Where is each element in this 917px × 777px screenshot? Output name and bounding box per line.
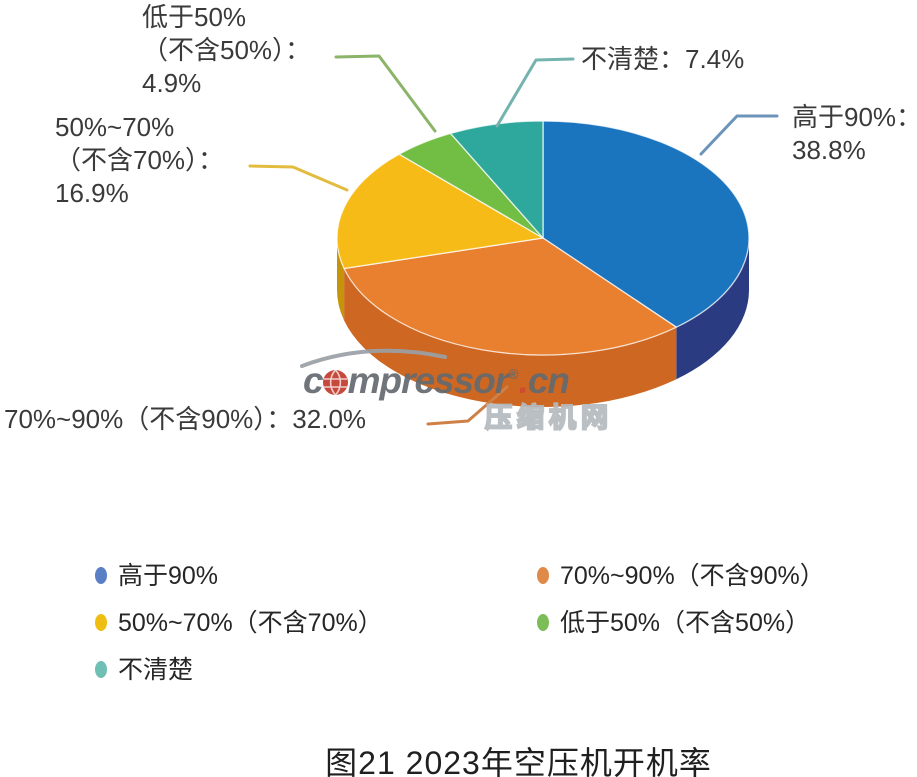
pie-slice-0 xyxy=(542,120,750,328)
pie-side-0 xyxy=(676,238,749,380)
callout-line: 4.9% xyxy=(142,68,202,98)
pie-slice-1 xyxy=(343,237,677,356)
pie-slice-4 xyxy=(449,120,544,239)
callout-line: 高于90%： xyxy=(792,102,917,132)
legend-dot-icon xyxy=(537,567,549,584)
registered-mark-icon: ® xyxy=(508,366,519,382)
watermark-text-cn: cn xyxy=(527,360,570,401)
legend-label: 高于90% xyxy=(118,562,219,590)
callout-line: 低于50% xyxy=(142,2,247,32)
watermark-text-mpressor: mpressor xyxy=(347,360,510,401)
callout-line: 50%~70% xyxy=(55,112,175,142)
label-50to70-callout: 50%~70% （不含70%）： 16.9% xyxy=(55,111,224,210)
pie-side-2 xyxy=(336,238,345,321)
chart-title: 图21 2023年空压机开机率 xyxy=(325,745,712,777)
legend-label: 低于50%（不含50%） xyxy=(560,609,811,637)
label-70to90-callout: 70%~90%（不含90%）：32.0% xyxy=(4,403,366,436)
legend-item-1: 70%~90%（不含90%） xyxy=(537,563,825,590)
legend-dot-icon xyxy=(95,614,107,631)
legend-dot-icon xyxy=(537,614,549,631)
watermark-swoosh-arc xyxy=(300,348,447,368)
legend-dot-icon xyxy=(95,567,107,584)
callout-line: 70%~90%（不含90%）：32.0% xyxy=(4,404,367,434)
pie-chart-3d xyxy=(248,54,779,426)
globe-icon xyxy=(322,365,349,402)
pie-side-1 xyxy=(344,268,677,408)
callout-line: 38.8% xyxy=(792,135,866,165)
legend-dot-icon xyxy=(95,661,107,678)
legend-label: 不清楚 xyxy=(118,656,194,684)
legend-item-2: 50%~70%（不含70%） xyxy=(95,610,383,637)
leader-line-2 xyxy=(248,164,349,192)
callout-line: （不含70%）： xyxy=(55,145,225,175)
watermark-brand-text: c mpressor®.cn xyxy=(303,356,570,402)
label-below50-callout: 低于50% （不含50%）： 4.9% xyxy=(142,1,311,100)
callout-line: 不清楚：7.4% xyxy=(581,44,745,74)
legend-label: 50%~70%（不含70%） xyxy=(118,609,383,637)
legend-item-4: 不清楚 xyxy=(95,657,193,684)
leader-line-0 xyxy=(699,114,779,156)
watermark-chinese-name: 压缩机网 xyxy=(484,402,613,434)
label-unclear-callout: 不清楚：7.4% xyxy=(581,43,744,76)
watermark-text-dot: . xyxy=(518,360,529,401)
pie-slice-2 xyxy=(336,153,544,270)
callout-line: （不含50%）： xyxy=(142,35,312,65)
legend-item-0: 高于90% xyxy=(95,563,218,590)
callout-line: 16.9% xyxy=(55,178,129,208)
leader-line-4 xyxy=(495,57,575,128)
legend-label: 70%~90%（不含90%） xyxy=(560,562,825,590)
watermark-compressor-cn: c mpressor®.cn 压缩机网 xyxy=(300,348,619,434)
leader-line-3 xyxy=(334,54,437,133)
label-above90-callout: 高于90%： 38.8% xyxy=(792,101,917,167)
watermark-text-c: c xyxy=(303,360,324,401)
legend-item-3: 低于50%（不含50%） xyxy=(537,610,810,637)
leader-line-1 xyxy=(426,385,509,426)
